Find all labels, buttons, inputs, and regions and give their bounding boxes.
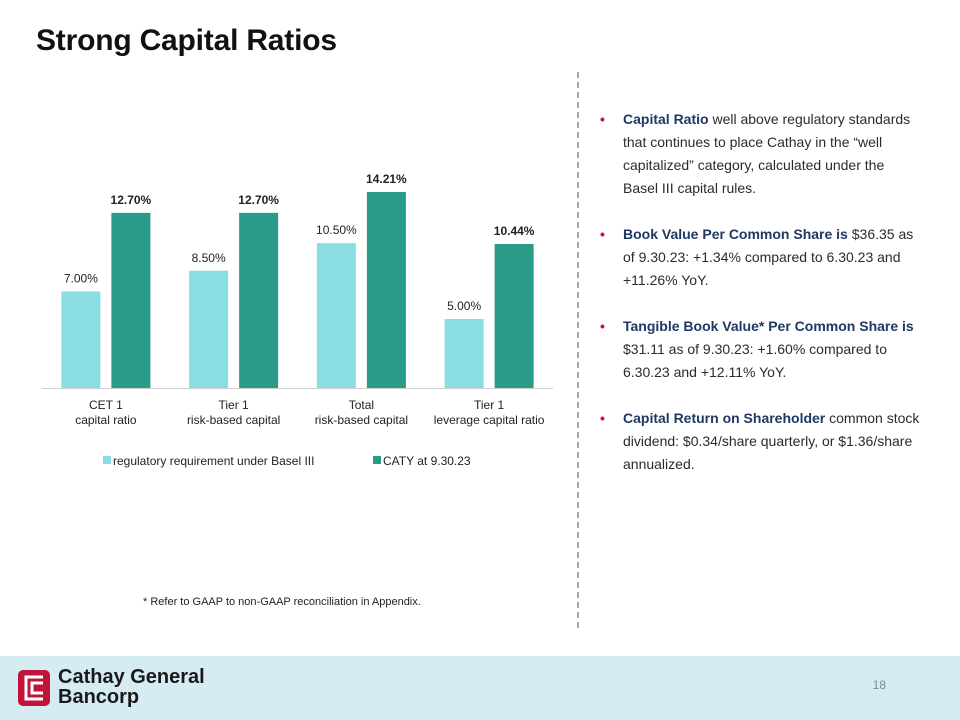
company-logo-text: Cathay General Bancorp xyxy=(58,667,205,707)
data-label: 7.00% xyxy=(64,271,98,285)
bullet-list: Capital Ratio well above regulatory stan… xyxy=(600,108,920,499)
bar xyxy=(494,244,534,388)
category-label: leverage capital ratio xyxy=(434,413,545,427)
bar xyxy=(111,212,151,388)
footer-band: Cathay General Bancorp 18 xyxy=(0,656,960,720)
data-label: 10.50% xyxy=(316,223,357,237)
logo-line-1: Cathay General xyxy=(58,666,205,688)
category-label: Tier 1 xyxy=(474,398,505,412)
legend-label: regulatory requirement under Basel III xyxy=(113,454,314,468)
category-label: capital ratio xyxy=(75,413,137,427)
data-label: 10.44% xyxy=(494,224,535,238)
bullet-text: common stock dividend: $0.34/share quart… xyxy=(623,410,920,472)
bar xyxy=(61,291,101,388)
category-label: risk-based capital xyxy=(187,413,280,427)
category-label: CET 1 xyxy=(89,398,123,412)
bullet-capital-return: Capital Return on Shareholder common sto… xyxy=(600,407,920,476)
bullet-text: $36.35 as of 9.30.23: +1.34% compared to… xyxy=(623,226,914,288)
bullet-heading: Book Value Per Common Share is xyxy=(623,226,848,242)
data-label: 5.00% xyxy=(447,299,481,313)
category-label: Total xyxy=(349,398,374,412)
bar xyxy=(239,212,279,388)
bar xyxy=(316,243,356,388)
bullet-capital-ratio: Capital Ratio well above regulatory stan… xyxy=(600,108,920,200)
bar xyxy=(189,270,229,388)
bullet-heading: Tangible Book Value* Per Common Share is xyxy=(623,318,914,334)
data-label: 14.21% xyxy=(366,172,407,186)
vertical-divider xyxy=(577,72,579,628)
legend-swatch xyxy=(373,456,381,464)
data-label: 12.70% xyxy=(238,193,279,207)
bullet-tangible-book-value: Tangible Book Value* Per Common Share is… xyxy=(600,315,920,384)
cathay-logo-icon xyxy=(18,670,50,706)
legend-label: CATY at 9.30.23 xyxy=(383,454,471,468)
category-label: Tier 1 xyxy=(219,398,250,412)
page-title: Strong Capital Ratios xyxy=(36,24,337,57)
data-label: 12.70% xyxy=(111,193,152,207)
bar xyxy=(444,319,484,388)
page-number: 18 xyxy=(872,678,886,692)
bullet-heading: Capital Ratio xyxy=(623,111,709,127)
logo-line-2: Bancorp xyxy=(58,686,140,708)
bullet-text: $31.11 as of 9.30.23: +1.60% compared to… xyxy=(623,341,887,380)
footnote: * Refer to GAAP to non-GAAP reconciliati… xyxy=(143,596,421,608)
bullet-text: well above regulatory standards that con… xyxy=(623,111,911,196)
bullet-heading: Capital Return on Shareholder xyxy=(623,410,826,426)
bar xyxy=(366,192,406,388)
data-label: 8.50% xyxy=(192,251,226,265)
bullet-book-value: Book Value Per Common Share is $36.35 as… xyxy=(600,223,920,292)
legend-swatch xyxy=(103,456,111,464)
category-label: risk-based capital xyxy=(315,413,408,427)
